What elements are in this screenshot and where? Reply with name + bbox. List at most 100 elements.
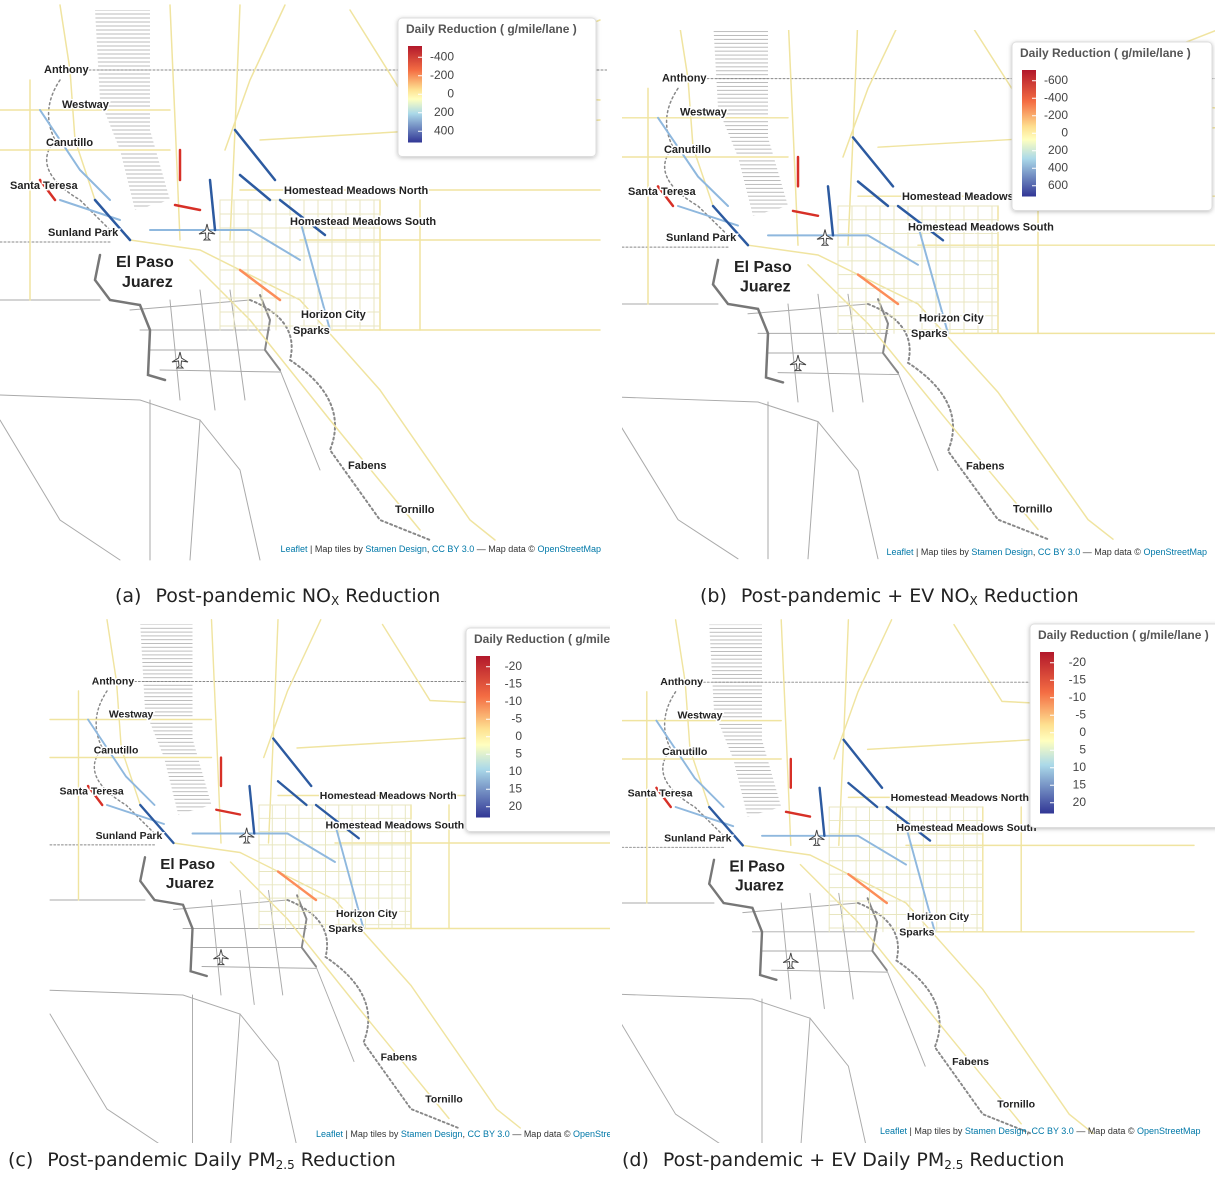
attribution-link[interactable]: Stamen Design: [971, 547, 1033, 557]
legend-title: Daily Reduction ( g/mile/lane ): [406, 22, 577, 36]
attribution-link[interactable]: CC BY 3.0: [467, 1129, 509, 1139]
attribution-text: | Map tiles by: [914, 547, 972, 557]
attribution: Leaflet | Map tiles by Stamen Design, CC…: [316, 1129, 637, 1139]
place-label: Homestead Meadows North: [320, 791, 457, 802]
attribution-text: — Map data ©: [510, 1129, 573, 1139]
legend-tick-label: 0: [1079, 725, 1086, 739]
attribution-link[interactable]: Leaflet: [316, 1129, 344, 1139]
legend-tick-label: 0: [1061, 125, 1068, 139]
legend-tick-label: -15: [1069, 672, 1087, 686]
place-label: Tornillo: [425, 1094, 463, 1105]
caption-label: (c): [8, 1149, 34, 1171]
legend-box: [1029, 623, 1215, 828]
place-label: Homestead Meadows South: [896, 822, 1036, 834]
place-label: Tornillo: [395, 504, 435, 516]
caption: (a) Post-pandemic NOX Reduction: [115, 585, 440, 608]
caption-caption-end: Reduction: [300, 1149, 396, 1171]
place-label: Fabens: [966, 461, 1004, 473]
legend-tick-label: 15: [1073, 777, 1087, 791]
legend-tick-label: 400: [434, 123, 454, 137]
attribution-link[interactable]: OpenStreetMap: [1143, 547, 1207, 557]
legend-tick-label: -5: [1075, 707, 1086, 721]
legend-tick-label: 5: [515, 746, 522, 760]
caption-caption-end: Reduction: [983, 585, 1079, 607]
place-label: Juarez: [122, 274, 173, 291]
legend-tick-label: 600: [1048, 178, 1068, 192]
attribution-link[interactable]: Stamen Design: [401, 1129, 463, 1139]
legend-tick-label: -20: [505, 659, 523, 673]
place-label: Juarez: [740, 279, 791, 296]
map: Anthony Westway Canutillo Santa Teresa Sunla…: [622, 618, 1215, 1143]
place-label: Santa Teresa: [60, 786, 124, 797]
place-label: Homestead Meadows North: [902, 191, 1046, 203]
attribution-link[interactable]: OpenStreetMap: [573, 1129, 637, 1139]
caption: (b) Post-pandemic + EV NOX Reduction: [700, 585, 1079, 608]
attribution-text: — Map data ©: [474, 544, 537, 554]
caption-subscript: X: [969, 594, 978, 608]
attribution-text: ,: [1033, 547, 1038, 557]
map-panel: Anthony Westway Canutillo Santa Teresa Sunla…: [622, 30, 1215, 561]
attribution-link[interactable]: CC BY 3.0: [1038, 547, 1080, 557]
place-label: Sunland Park: [664, 832, 732, 844]
place-label: Canutillo: [46, 137, 93, 149]
place-label: Canutillo: [664, 144, 711, 156]
caption-label: (d): [622, 1149, 649, 1171]
caption: (c) Post-pandemic Daily PM2.5 Reduction: [8, 1149, 396, 1172]
legend-tick-label: 20: [1073, 795, 1087, 809]
place-label: El Paso: [729, 859, 785, 876]
place-label: Anthony: [44, 64, 89, 76]
place-label: Horizon City: [301, 309, 367, 321]
legend-tick-label: -10: [505, 694, 523, 708]
attribution-link[interactable]: Leaflet: [880, 1126, 908, 1136]
place-label: Sunland Park: [96, 831, 163, 842]
legend-tick-label: 20: [509, 799, 523, 813]
caption-subscript: 2.5: [944, 1158, 964, 1172]
caption-caption: Post-pandemic NO: [155, 585, 332, 607]
attribution-text: ,: [427, 544, 432, 554]
place-label: Anthony: [660, 676, 703, 688]
legend-tick-label: -200: [1044, 108, 1068, 122]
attribution-text: | Map tiles by: [907, 1126, 965, 1136]
place-label: Westway: [678, 710, 723, 722]
map: Anthony Westway Canutillo Santa Teresa Sunla…: [48, 618, 610, 1143]
caption-caption: Post-pandemic + EV NO: [740, 585, 970, 607]
legend-tick-label: 400: [1048, 160, 1068, 174]
caption-caption-end: Reduction: [969, 1149, 1065, 1171]
attribution-text: — Map data ©: [1080, 547, 1143, 557]
attribution-link[interactable]: Stamen Design: [965, 1126, 1027, 1136]
caption-subscript: 2.5: [275, 1158, 295, 1172]
attribution: Leaflet | Map tiles by Stamen Design, CC…: [880, 1126, 1201, 1136]
attribution-link[interactable]: OpenStreetMap: [537, 544, 601, 554]
legend-tick-label: -10: [1069, 690, 1087, 704]
attribution-text: ,: [1026, 1126, 1031, 1136]
place-label: El Paso: [734, 259, 792, 276]
legend-tick-label: -400: [430, 49, 454, 63]
attribution: Leaflet | Map tiles by Stamen Design, CC…: [886, 547, 1207, 557]
attribution-link[interactable]: OpenStreetMap: [1137, 1126, 1201, 1136]
attribution-link[interactable]: CC BY 3.0: [432, 544, 474, 554]
place-label: Canutillo: [662, 746, 708, 758]
legend-tick-label: 10: [1073, 760, 1087, 774]
attribution-link[interactable]: Leaflet: [280, 544, 308, 554]
attribution-link[interactable]: CC BY 3.0: [1031, 1126, 1073, 1136]
caption-caption: Post-pandemic Daily PM: [47, 1149, 276, 1171]
place-label: Canutillo: [94, 746, 139, 757]
legend-box: [1011, 41, 1213, 211]
attribution-text: — Map data ©: [1074, 1126, 1137, 1136]
attribution-link[interactable]: Stamen Design: [365, 544, 427, 554]
place-label: Tornillo: [997, 1098, 1035, 1110]
legend-colorbar: [1022, 70, 1036, 197]
place-label: Homestead Meadows South: [290, 216, 436, 228]
legend-tick-label: -5: [511, 711, 522, 725]
legend-title: Daily Reduction ( g/mile/lane ): [474, 632, 645, 646]
place-label: Sunland Park: [666, 232, 737, 244]
legend-colorbar: [1040, 652, 1054, 814]
legend-tick-label: 0: [515, 729, 522, 743]
place-label: Juarez: [735, 878, 784, 895]
caption-label: (b): [700, 585, 727, 607]
attribution-link[interactable]: Leaflet: [886, 547, 914, 557]
legend-tick-label: 10: [509, 764, 523, 778]
place-label: Homestead Meadows South: [908, 221, 1054, 233]
